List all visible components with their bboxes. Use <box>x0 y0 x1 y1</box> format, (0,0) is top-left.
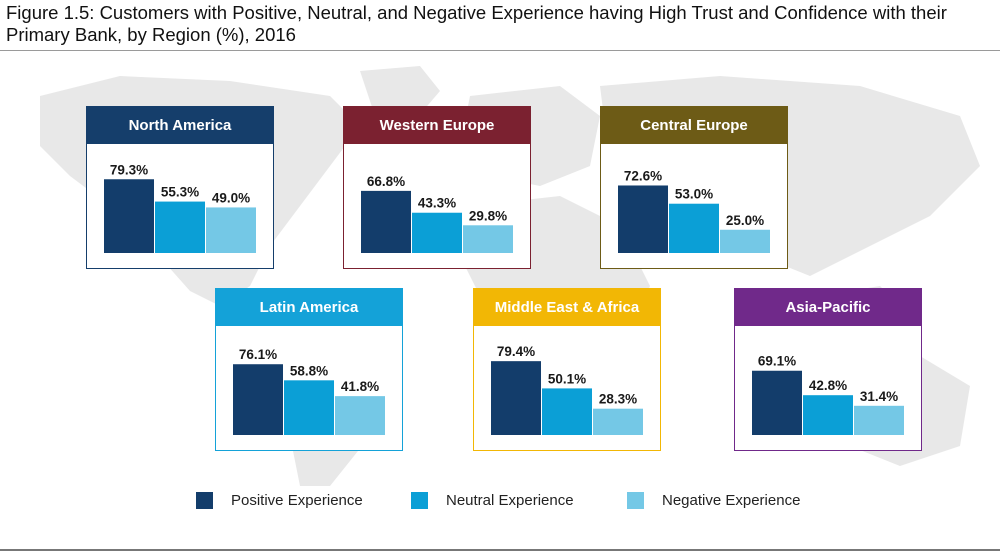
chart-asia-pacific: 69.1% 42.8% 31.4% <box>752 354 904 435</box>
bar-asia-pacific-neutral <box>803 395 853 435</box>
bar-middle-east-africa-negative <box>593 408 643 435</box>
bar-latin-america-neutral <box>284 380 334 435</box>
legend-label-neutral: Neutral Experience <box>446 492 574 509</box>
chart-western-europe: 66.8% 43.3% 29.8% <box>361 174 513 253</box>
label-middle-east-africa-negative: 28.3% <box>599 392 637 407</box>
panel-header-north-america: North America <box>86 106 274 144</box>
bar-central-europe-negative <box>720 229 770 253</box>
legend-item-neutral: Neutral Experience <box>411 492 574 509</box>
label-latin-america-negative: 41.8% <box>341 379 379 394</box>
bar-middle-east-africa-positive <box>491 361 541 435</box>
label-asia-pacific-negative: 31.4% <box>860 389 898 404</box>
bar-north-america-negative <box>206 207 256 253</box>
panel-central-europe: Central Europe 72.6% 53.0% 25.0% <box>600 106 788 269</box>
label-asia-pacific-positive: 69.1% <box>758 354 796 369</box>
bar-central-europe-positive <box>618 185 668 253</box>
bar-western-europe-positive <box>361 190 411 253</box>
legend-item-positive: Positive Experience <box>196 492 363 509</box>
bar-middle-east-africa-neutral <box>542 388 592 435</box>
legend-swatch-neutral <box>411 492 428 509</box>
label-western-europe-positive: 66.8% <box>367 174 405 189</box>
chart-central-europe: 72.6% 53.0% 25.0% <box>618 168 770 253</box>
bar-western-europe-negative <box>463 225 513 253</box>
legend-swatch-positive <box>196 492 213 509</box>
chart-middle-east-africa: 79.4% 50.1% 28.3% <box>491 344 643 435</box>
label-middle-east-africa-positive: 79.4% <box>497 344 535 359</box>
panel-western-europe: Western Europe 66.8% 43.3% 29.8% <box>343 106 531 269</box>
label-middle-east-africa-neutral: 50.1% <box>548 371 586 386</box>
bar-latin-america-negative <box>335 396 385 435</box>
bar-western-europe-neutral <box>412 212 462 253</box>
label-latin-america-neutral: 58.8% <box>290 363 328 378</box>
label-central-europe-neutral: 53.0% <box>675 187 713 202</box>
legend-label-negative: Negative Experience <box>662 492 801 509</box>
chart-latin-america: 76.1% 58.8% 41.8% <box>233 347 385 435</box>
legend-swatch-negative <box>627 492 644 509</box>
bar-central-europe-neutral <box>669 203 719 253</box>
bar-asia-pacific-negative <box>854 405 904 435</box>
bar-asia-pacific-positive <box>752 370 802 435</box>
chart-north-america: 79.3% 55.3% 49.0% <box>104 162 256 253</box>
panel-middle-east-africa: Middle East & Africa 79.4% 50.1% 28.3% <box>473 288 661 451</box>
label-north-america-negative: 49.0% <box>212 190 250 205</box>
bar-latin-america-positive <box>233 364 283 435</box>
label-central-europe-positive: 72.6% <box>624 168 662 183</box>
panel-header-asia-pacific: Asia-Pacific <box>734 288 922 326</box>
bar-north-america-neutral <box>155 201 205 253</box>
legend: Positive Experience Neutral Experience N… <box>0 492 1000 522</box>
label-latin-america-positive: 76.1% <box>239 347 277 362</box>
legend-item-negative: Negative Experience <box>627 492 800 509</box>
label-asia-pacific-neutral: 42.8% <box>809 378 847 393</box>
title-divider <box>0 50 1000 51</box>
label-central-europe-negative: 25.0% <box>726 213 764 228</box>
bar-north-america-positive <box>104 179 154 253</box>
legend-label-positive: Positive Experience <box>231 492 363 509</box>
label-western-europe-neutral: 43.3% <box>418 196 456 211</box>
bottom-divider <box>0 549 1000 551</box>
panel-north-america: North America 79.3% 55.3% 49.0% <box>86 106 274 269</box>
label-western-europe-negative: 29.8% <box>469 208 507 223</box>
panel-header-central-europe: Central Europe <box>600 106 788 144</box>
panel-latin-america: Latin America 76.1% 58.8% 41.8% <box>215 288 403 451</box>
figure-title: Figure 1.5: Customers with Positive, Neu… <box>6 2 947 45</box>
panel-header-middle-east-africa: Middle East & Africa <box>473 288 661 326</box>
panel-header-western-europe: Western Europe <box>343 106 531 144</box>
panel-asia-pacific: Asia-Pacific 69.1% 42.8% 31.4% <box>734 288 922 451</box>
label-north-america-positive: 79.3% <box>110 162 148 177</box>
label-north-america-neutral: 55.3% <box>161 185 199 200</box>
panel-header-latin-america: Latin America <box>215 288 403 326</box>
